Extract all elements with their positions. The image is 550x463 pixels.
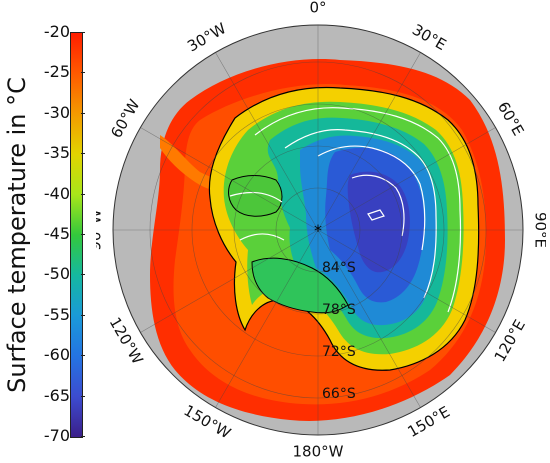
longitude-label: 0° (309, 0, 326, 17)
colorbar-tick-mark (81, 32, 85, 33)
longitude-line (317, 229, 496, 333)
longitude-line (140, 127, 319, 231)
colorbar-tick-label: -40 (43, 183, 70, 203)
colorbar-tick-label: -70 (43, 426, 70, 445)
longitude-line (215, 52, 319, 231)
colorbar-tick-mark (81, 436, 85, 437)
colorbar-tick-mark (81, 112, 85, 114)
pole-marker: * (314, 221, 322, 240)
colorbar-title: Surface temperature in °C (0, 30, 34, 440)
colorbar-tick-label: -25 (43, 62, 70, 82)
colorbar-tick-mark (81, 314, 85, 316)
longitude-lines (113, 25, 523, 435)
latitude-label: 78°S (322, 302, 356, 318)
colorbar-tick-mark (81, 234, 85, 235)
longitude-line (140, 229, 319, 333)
colorbar-tick-label: -35 (43, 143, 70, 163)
colorbar-tick-label: -45 (43, 224, 70, 243)
longitude-label: 90°W (96, 209, 105, 251)
temperature-contours (229, 107, 462, 313)
colorbar-tick-mark (81, 193, 85, 195)
longitude-line (317, 127, 496, 231)
longitude-line (215, 229, 319, 408)
continent-core (347, 171, 410, 273)
latitude-label: 72°S (322, 344, 356, 360)
longitude-label: 90°E (532, 212, 547, 248)
colorbar-tick-label: -55 (43, 304, 70, 324)
colorbar-tick-mark (81, 153, 85, 155)
weddell-ice-shelf (228, 175, 283, 217)
polar-map: 0°30°E60°E90°E120°E150°E180°W150°W120°W9… (96, 0, 547, 461)
latitude-label: 84°S (322, 260, 356, 276)
colorbar-tick-mark (81, 355, 85, 357)
colorbar-tick-label: -50 (43, 264, 70, 284)
colorbar (70, 32, 83, 438)
colorbar-tick-label: -65 (43, 385, 70, 405)
longitude-line (317, 229, 421, 408)
longitude-label: 180°W (293, 443, 344, 461)
latitude-labels: 84°S 78°S 72°S 66°S (322, 260, 356, 402)
colorbar-tick-label: -60 (43, 345, 70, 365)
colorbar-tick-mark (81, 72, 85, 74)
longitude-line (317, 52, 421, 231)
latitude-label: 66°S (322, 386, 356, 402)
colorbar-title-text: Surface temperature in °C (3, 77, 31, 393)
colorbar-tick-mark (81, 395, 85, 397)
colorbar-tick-mark (81, 274, 85, 276)
colorbar-tick-label: -30 (43, 102, 70, 122)
colorbar-tick-label: -20 (43, 22, 70, 41)
